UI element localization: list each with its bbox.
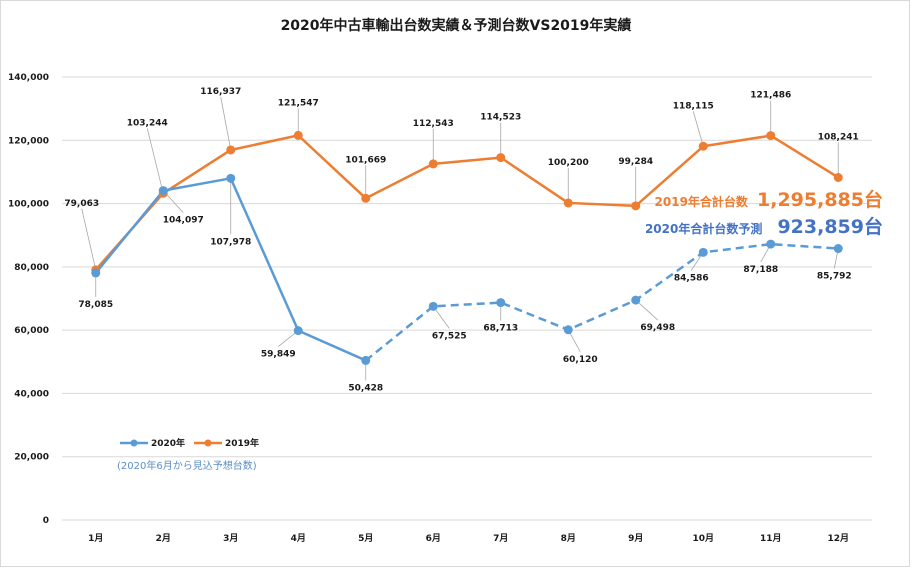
data-label: 67,525	[432, 331, 467, 341]
data-label: 107,978	[210, 237, 251, 247]
legend-2020-label: 2020年	[151, 437, 185, 449]
leader-line	[635, 299, 659, 321]
x-tick-label: 4月	[291, 533, 306, 544]
series-points	[91, 130, 843, 365]
data-label: 68,713	[483, 324, 518, 334]
data-point	[293, 130, 303, 140]
data-point	[428, 159, 438, 169]
leader-line	[220, 96, 232, 151]
data-label: 108,241	[818, 132, 859, 142]
data-point	[766, 239, 776, 249]
data-point	[631, 201, 641, 211]
x-tick-label: 10月	[692, 533, 714, 544]
data-point	[833, 172, 843, 182]
data-label: 78,085	[78, 300, 113, 310]
legend-2019-marker	[204, 439, 212, 447]
data-label: 69,498	[640, 323, 675, 333]
leader-line	[146, 128, 164, 194]
data-point	[226, 173, 236, 183]
total-2019: 2019年合計台数 1,295,885台	[655, 188, 883, 211]
data-label: 121,486	[750, 91, 791, 101]
legend-2020-marker	[130, 439, 138, 447]
legend-2019-label: 2019年	[225, 437, 259, 449]
data-point	[91, 268, 101, 278]
y-axis-ticks: 0 20,000 40,000 60,000 80,000 100,000 120,000 1…	[8, 73, 49, 526]
y-tick-label: 100,000	[8, 200, 49, 210]
x-tick-label: 3月	[223, 533, 238, 544]
data-point	[428, 301, 438, 311]
leader-line	[81, 208, 97, 270]
total-2020-value: 923,859台	[777, 215, 883, 238]
y-tick-label: 120,000	[8, 136, 49, 146]
data-label: 60,120	[563, 355, 598, 365]
data-label: 99,284	[618, 157, 653, 167]
data-point	[563, 198, 573, 208]
data-point	[293, 326, 303, 336]
forecast-note: (2020年6月から見込予想台数)	[117, 459, 257, 472]
legend: 2020年 2019年 (2020年6月から見込予想台数)	[117, 437, 259, 472]
data-label: 85,792	[817, 272, 852, 282]
y-tick-label: 20,000	[14, 453, 49, 463]
data-label: 121,547	[278, 98, 319, 108]
y-tick-label: 80,000	[14, 263, 49, 273]
data-label: 100,200	[548, 158, 589, 168]
y-tick-label: 40,000	[14, 389, 49, 399]
x-tick-label: 1月	[88, 533, 103, 544]
x-axis-ticks: 1月 2月 3月 4月 5月 6月 7月 8月 9月 10月 11月 12月	[88, 533, 849, 544]
data-point	[496, 153, 506, 163]
data-point	[226, 145, 236, 155]
series-forecast-line-0	[364, 242, 839, 362]
data-label: 101,669	[345, 155, 386, 165]
data-label: 104,097	[163, 216, 204, 226]
data-label: 87,188	[743, 265, 778, 275]
data-point	[496, 298, 506, 308]
x-tick-label: 11月	[760, 533, 782, 544]
data-label: 118,115	[673, 101, 714, 111]
x-tick-label: 5月	[358, 533, 373, 544]
chart-title: 2020年中古車輸出台数実績＆予測台数VS2019年実績	[281, 17, 632, 34]
y-tick-label: 0	[43, 516, 49, 526]
total-2020: 2020年合計台数予測 923,859台	[645, 215, 883, 238]
total-2019-value: 1,295,885台	[757, 188, 883, 211]
series-line-1	[94, 134, 839, 271]
data-point	[833, 244, 843, 254]
y-tick-label: 140,000	[8, 73, 49, 83]
totals-annotation: 2019年合計台数 1,295,885台 2020年合計台数予測 923,859…	[645, 188, 883, 238]
x-tick-label: 6月	[426, 533, 441, 544]
data-label: 50,428	[348, 383, 383, 393]
data-point	[361, 355, 371, 365]
series-lines	[94, 134, 839, 362]
data-label: 59,849	[261, 350, 296, 360]
data-labels: 78,085 104,097 107,978 59,849 50,428 67,525 68…	[64, 87, 858, 393]
x-tick-label: 9月	[628, 533, 643, 544]
total-2019-label: 2019年合計台数	[655, 194, 749, 209]
x-tick-label: 8月	[561, 533, 576, 544]
data-point	[698, 141, 708, 151]
data-point	[361, 193, 371, 203]
data-point	[698, 247, 708, 257]
grid-lines	[62, 76, 872, 521]
data-point	[158, 186, 168, 196]
x-tick-label: 12月	[827, 533, 849, 544]
data-label: 114,523	[480, 113, 521, 123]
data-label: 103,244	[127, 118, 168, 128]
data-label: 84,586	[674, 273, 709, 283]
data-point	[563, 325, 573, 335]
data-label: 112,543	[413, 119, 454, 129]
data-label: 79,063	[64, 199, 99, 209]
y-tick-label: 60,000	[14, 326, 49, 336]
data-point	[631, 295, 641, 305]
total-2020-label: 2020年合計台数予測	[645, 221, 762, 236]
x-tick-label: 7月	[493, 533, 508, 544]
leader-line	[432, 306, 450, 329]
leader-line	[692, 111, 704, 147]
data-label: 116,937	[200, 87, 241, 97]
data-point	[766, 131, 776, 141]
x-tick-label: 2月	[156, 533, 171, 544]
